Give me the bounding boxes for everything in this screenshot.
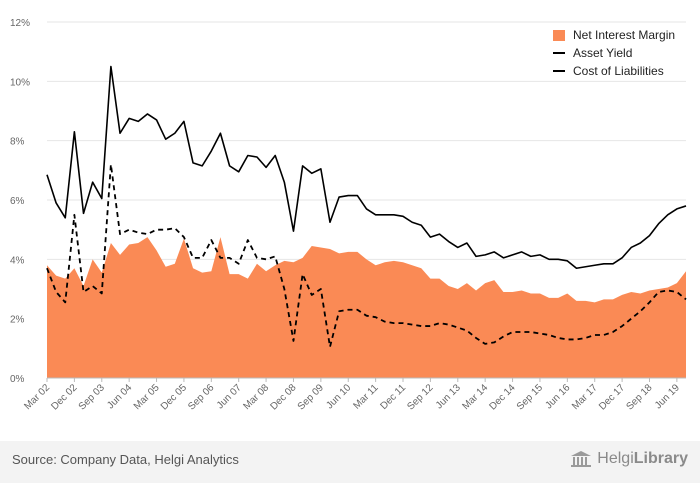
y-tick-label: 0% <box>10 374 25 385</box>
x-tick-label: Dec 08 <box>268 382 298 412</box>
legend: Net Interest Margin Asset Yield Cost of … <box>553 26 675 80</box>
legend-label: Net Interest Margin <box>573 28 676 42</box>
logo-text-strong: Library <box>633 450 688 467</box>
helgi-library-logo[interactable]: Helgi Library <box>570 450 688 468</box>
legend-label: Asset Yield <box>573 46 633 60</box>
x-tick-label: Jun 04 <box>105 382 134 411</box>
x-tick-label: Mar 11 <box>351 382 381 412</box>
source-note: Source: Company Data, Helgi Analytics <box>12 452 239 467</box>
series-area-net-interest-margin <box>47 237 686 378</box>
legend-item-net-interest-margin[interactable]: Net Interest Margin <box>553 26 675 44</box>
x-tick-label: Dec 17 <box>597 382 627 412</box>
x-tick-label: Dec 05 <box>159 382 189 412</box>
x-tick-label: Sep 03 <box>77 382 107 412</box>
y-tick-label: 8% <box>10 137 25 148</box>
legend-swatch-net-interest-margin <box>553 29 565 41</box>
legend-item-cost-of-liabilities[interactable]: Cost of Liabilities <box>553 62 675 80</box>
y-tick-label: 6% <box>10 196 25 207</box>
x-tick-label: Jun 19 <box>653 382 682 411</box>
x-tick-label: Mar 08 <box>241 382 271 412</box>
legend-swatch-asset-yield <box>553 52 565 54</box>
x-tick-label: Sep 06 <box>186 382 216 412</box>
x-tick-label: Dec 02 <box>49 382 79 412</box>
x-tick-label: Sep 12 <box>405 382 435 412</box>
y-tick-label: 4% <box>10 255 25 266</box>
y-tick-label: 2% <box>10 315 25 326</box>
x-tick-label: Mar 17 <box>570 382 600 412</box>
legend-label: Cost of Liabilities <box>573 64 664 78</box>
x-tick-label: Dec 11 <box>378 382 408 412</box>
x-tick-label: Dec 14 <box>487 382 517 412</box>
x-tick-label: Jun 13 <box>434 382 463 411</box>
y-tick-label: 10% <box>10 77 30 88</box>
x-tick-label: Sep 15 <box>515 382 545 412</box>
library-building-icon <box>571 451 592 467</box>
x-tick-label: Mar 05 <box>132 382 162 412</box>
x-tick-label: Mar 02 <box>22 382 52 412</box>
x-tick-label: Jun 07 <box>215 382 244 411</box>
series-line-cost-of-liabilities <box>46 163 687 348</box>
legend-item-asset-yield[interactable]: Asset Yield <box>553 44 675 62</box>
x-tick-label: Sep 18 <box>624 382 654 412</box>
y-tick-label: 12% <box>10 18 30 29</box>
logo-text-light: Helgi <box>597 450 634 467</box>
x-tick-label: Mar 14 <box>461 382 491 412</box>
x-tick-label: Jun 16 <box>543 382 572 411</box>
series-line-asset-yield <box>46 65 687 270</box>
footer: Source: Company Data, Helgi Analytics He… <box>0 441 700 483</box>
x-tick-label: Jun 10 <box>324 382 353 411</box>
legend-swatch-cost-of-liabilities <box>553 70 565 72</box>
x-tick-label: Sep 09 <box>296 382 326 412</box>
